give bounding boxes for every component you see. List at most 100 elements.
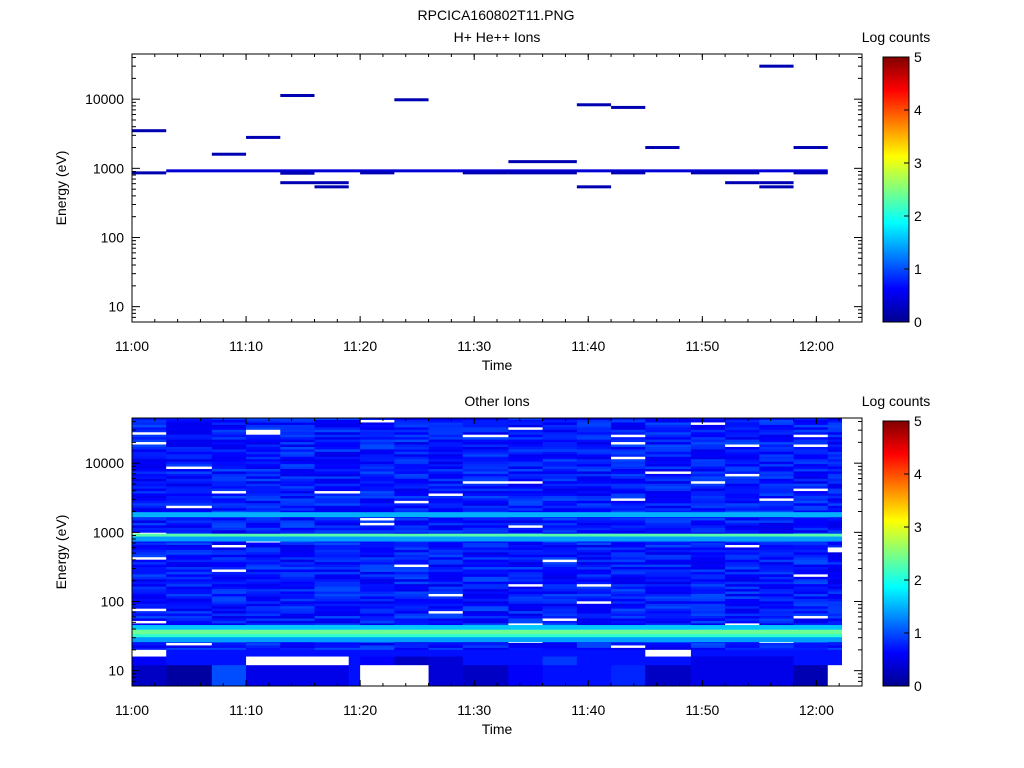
heatmap-cell	[690, 451, 726, 455]
heatmap-cell	[462, 500, 509, 504]
heatmap-cell	[508, 495, 544, 499]
heatmap-cell	[132, 495, 167, 499]
heatmap-cell	[793, 522, 829, 526]
heatmap-cell	[166, 556, 213, 560]
heatmap-cell	[132, 505, 167, 509]
heatmap-cell	[462, 475, 509, 479]
heatmap-cell	[793, 622, 829, 626]
heatmap-cell	[360, 444, 395, 447]
heatmap-cell	[759, 451, 795, 455]
heatmap-cell	[132, 431, 167, 435]
heatmap-cell	[360, 431, 395, 435]
heatmap-cell	[542, 441, 578, 445]
heatmap-cell	[132, 463, 167, 467]
heatmap-cell	[166, 441, 213, 445]
heatmap-cell	[211, 507, 247, 511]
heatmap-cell	[793, 507, 829, 511]
heatmap-cell	[759, 436, 795, 440]
heatmap-cell	[314, 490, 361, 494]
heatmap-cell	[428, 608, 464, 612]
heatmap-cell	[360, 522, 395, 526]
heatmap-cell	[690, 517, 726, 521]
heatmap-cell	[166, 517, 213, 521]
heatmap-cell	[725, 451, 760, 455]
heatmap-cell	[246, 507, 281, 511]
heatmap-cell	[132, 559, 167, 563]
heatmap-cell	[725, 444, 760, 447]
heatmap-cell	[394, 461, 430, 465]
heatmap-cell	[690, 529, 726, 533]
heatmap-cell	[542, 463, 578, 467]
heatmap-cell	[576, 529, 612, 533]
heatmap-cell	[211, 466, 247, 470]
heatmap-cell	[246, 502, 281, 506]
heatmap-cell	[314, 568, 361, 572]
heatmap-cell	[611, 615, 646, 619]
heatmap-cell	[725, 610, 760, 614]
heatmap-cell	[793, 549, 829, 553]
heatmap-cell	[211, 564, 247, 568]
heatmap-cell	[428, 418, 464, 421]
heatmap-cell	[394, 544, 430, 548]
heatmap-cell	[280, 644, 315, 648]
heatmap-cell	[542, 583, 578, 587]
heatmap-cell	[280, 478, 315, 482]
heatmap-cell	[462, 642, 509, 646]
heatmap-cell	[314, 444, 361, 447]
heatmap-cell	[725, 559, 760, 563]
heatmap-cell	[428, 519, 464, 523]
heatmap-cell	[462, 554, 509, 558]
heatmap-cell	[360, 583, 395, 587]
heatmap-cell	[793, 419, 829, 423]
heatmap-cell	[542, 519, 578, 523]
heatmap-cell	[132, 568, 167, 572]
heatmap-cell	[690, 622, 726, 626]
heatmap-cell	[576, 456, 612, 460]
heatmap-cell	[462, 439, 509, 443]
heatmap-cell	[166, 418, 213, 421]
heatmap-cell	[132, 617, 167, 621]
heatmap-cell	[462, 568, 509, 572]
heatmap-cell	[428, 468, 464, 472]
heatmap-cell	[611, 431, 646, 435]
heatmap-cell	[314, 581, 361, 585]
heatmap-cell	[645, 588, 692, 592]
heatmap-cell	[280, 529, 315, 533]
heatmap-cell	[576, 554, 612, 558]
heatmap-cell	[280, 426, 315, 430]
heatmap-cell	[542, 571, 578, 575]
heatmap-cell	[645, 542, 692, 545]
heatmap-cell	[542, 588, 578, 592]
heatmap-cell	[542, 490, 578, 494]
heatmap-cell	[793, 559, 829, 563]
heatmap-cell	[690, 493, 726, 496]
heatmap-cell	[132, 510, 167, 514]
heatmap-cell	[462, 470, 509, 474]
heatmap-cell	[314, 426, 361, 430]
heatmap-cell	[645, 441, 692, 445]
heatmap-cell	[725, 576, 760, 580]
heatmap-cell	[246, 519, 281, 523]
heatmap-cell	[508, 620, 544, 624]
heatmap-cell	[428, 566, 464, 570]
heatmap-cell	[132, 647, 167, 651]
heatmap-cell	[394, 642, 430, 646]
colorbar-tick-label: 1	[914, 625, 922, 641]
heatmap-cell	[394, 436, 430, 440]
energy-segment	[576, 185, 612, 189]
heatmap-cell	[508, 586, 544, 590]
heatmap-cell	[645, 610, 692, 614]
heatmap-cell	[280, 429, 315, 433]
heatmap-cell	[132, 622, 167, 626]
colorbar-tick-label: 4	[914, 102, 922, 118]
heatmap-cell	[314, 468, 361, 472]
heatmap-cell	[542, 495, 578, 499]
heatmap-cell	[360, 598, 395, 602]
heatmap-cell	[759, 507, 795, 511]
heatmap-cell	[576, 507, 612, 511]
heatmap-cell	[690, 561, 726, 565]
heatmap-cell	[280, 483, 315, 487]
heatmap-cell	[690, 483, 726, 487]
heatmap-cell	[360, 527, 395, 531]
heatmap-cell	[132, 439, 167, 443]
